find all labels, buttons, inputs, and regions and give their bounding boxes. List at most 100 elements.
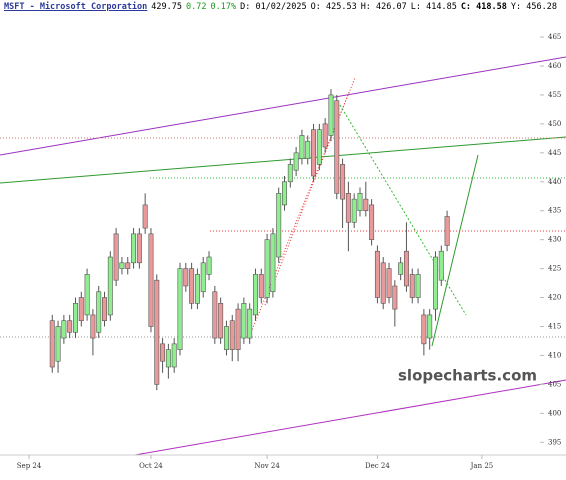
- candle-body: [223, 326, 229, 350]
- trend-line: [339, 104, 467, 316]
- candle-body: [160, 343, 166, 362]
- candle-body: [392, 285, 398, 310]
- candle-body: [131, 233, 137, 264]
- candle-body: [311, 129, 317, 177]
- candle-body: [270, 233, 276, 293]
- candle-body: [433, 256, 438, 310]
- candle-body: [61, 320, 67, 339]
- candle-body: [316, 129, 322, 165]
- candle-body: [444, 216, 450, 246]
- candle-body: [200, 262, 206, 293]
- candle-body: [154, 279, 160, 385]
- candle-body: [67, 320, 73, 333]
- candle-body: [206, 256, 212, 275]
- low: L: 414.85: [410, 2, 457, 12]
- candle-body: [177, 268, 183, 350]
- candle-body: [328, 94, 334, 136]
- y-tick-label: 465: [548, 33, 561, 41]
- y-tick-label: 430: [548, 236, 561, 244]
- candle-body: [438, 250, 444, 281]
- x-tick-label: Sep 24: [17, 462, 42, 470]
- candle-body: [235, 308, 241, 350]
- candle-body: [334, 100, 340, 194]
- candle-body: [305, 140, 311, 159]
- change: 0.72: [186, 2, 207, 12]
- candle-body: [369, 204, 375, 240]
- candle-body: [322, 123, 328, 148]
- header: MSFT - Microsoft Corporation 429.75 0.72 0.…: [4, 2, 561, 12]
- candle-body: [102, 297, 107, 321]
- candle-body: [421, 314, 427, 345]
- prev-close: Y: 456.28: [510, 2, 557, 12]
- candle-body: [351, 198, 357, 223]
- candle-body: [165, 349, 171, 368]
- candle-body: [49, 320, 55, 368]
- trend-line: [431, 154, 479, 347]
- candle-body: [276, 193, 282, 258]
- candle-body: [189, 268, 195, 304]
- x-tick-label: Oct 24: [139, 462, 163, 470]
- candle-body: [398, 262, 404, 275]
- trend-line: [0, 56, 566, 156]
- candle-body: [282, 181, 287, 206]
- drawings: [0, 56, 566, 456]
- candle-body: [148, 233, 154, 327]
- y-tick-label: 440: [548, 178, 561, 186]
- watermark: slopecharts.com: [398, 367, 537, 385]
- y-tick-label: 415: [548, 322, 561, 330]
- open: O: 425.53: [310, 2, 357, 12]
- candle-body: [287, 164, 293, 183]
- candle-body: [415, 274, 421, 298]
- date: D: 01/02/2025: [240, 2, 307, 12]
- candle-body: [78, 297, 84, 321]
- candle-body: [194, 274, 200, 304]
- y-tick-label: 405: [548, 380, 561, 388]
- x-tick-label: Nov 24: [254, 462, 280, 470]
- candle-body: [96, 291, 102, 333]
- candle-body: [340, 164, 346, 200]
- y-tick-label: 460: [548, 62, 561, 70]
- candle-body: [119, 262, 125, 269]
- high: H: 426.07: [360, 2, 407, 12]
- candle-body: [113, 233, 119, 281]
- y-tick-label: 410: [548, 351, 561, 359]
- candle-body: [258, 274, 264, 298]
- y-tick-label: 435: [548, 207, 561, 215]
- trend-line: [134, 379, 566, 456]
- candle-body: [409, 274, 415, 298]
- y-tick-label: 425: [548, 265, 561, 273]
- change-pct: 0.17%: [210, 2, 237, 12]
- y-tick-label: 420: [548, 294, 561, 302]
- candle-body: [241, 303, 247, 339]
- candle-body: [90, 314, 96, 339]
- y-tick-label: 400: [548, 409, 561, 417]
- candle-body: [299, 135, 305, 159]
- candle-body: [264, 239, 270, 298]
- candle-body: [403, 250, 409, 287]
- candle-body: [136, 233, 142, 264]
- candle-body: [247, 308, 253, 339]
- last-price: 429.75: [151, 2, 183, 12]
- candle-body: [55, 326, 61, 362]
- candle-body: [345, 193, 351, 223]
- candle-body: [386, 268, 392, 298]
- candle-body: [427, 314, 433, 339]
- close: C: 418.58: [460, 2, 507, 12]
- candle-body: [357, 193, 363, 212]
- candle-body: [142, 204, 148, 229]
- candle-body: [107, 256, 113, 316]
- candle-body: [125, 262, 131, 269]
- candle-body: [84, 274, 90, 316]
- candle-body: [363, 198, 369, 212]
- symbol: MSFT - Microsoft Corporation: [4, 2, 148, 12]
- candle-body: [253, 274, 258, 316]
- candle-body: [374, 250, 380, 298]
- y-tick-label: 450: [548, 120, 561, 128]
- trend-line: [0, 136, 566, 184]
- y-tick-label: 395: [548, 438, 561, 446]
- candle-body: [73, 303, 78, 333]
- candle-body: [218, 303, 224, 339]
- x-tick-label: Dec 24: [365, 462, 390, 470]
- x-tick-label: Jan 25: [470, 462, 494, 470]
